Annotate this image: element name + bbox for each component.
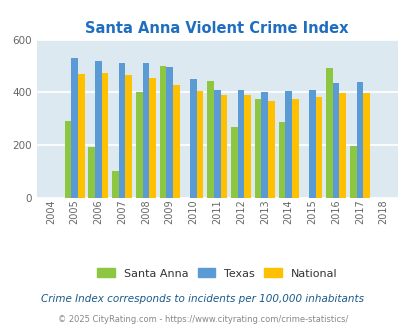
Bar [196,91,203,198]
Bar [101,73,108,198]
Bar [112,171,119,198]
Bar [325,68,332,198]
Bar [356,82,362,198]
Bar [142,63,149,198]
Bar [244,95,250,198]
Bar [339,93,345,198]
Bar [119,63,125,198]
Text: Crime Index corresponds to incidents per 100,000 inhabitants: Crime Index corresponds to incidents per… [41,294,364,304]
Bar [88,147,95,198]
Bar [173,85,179,198]
Bar [349,146,356,198]
Bar [254,99,261,198]
Bar [125,75,132,198]
Bar [166,67,173,198]
Bar [315,97,322,198]
Bar [332,83,339,198]
Bar [64,121,71,198]
Bar [291,99,298,198]
Bar [159,66,166,198]
Legend: Santa Anna, Texas, National: Santa Anna, Texas, National [93,264,341,283]
Bar [230,127,237,198]
Bar [362,93,369,198]
Bar [190,79,196,198]
Bar [136,92,142,198]
Text: © 2025 CityRating.com - https://www.cityrating.com/crime-statistics/: © 2025 CityRating.com - https://www.city… [58,315,347,324]
Bar [149,78,156,198]
Bar [284,91,291,198]
Bar [95,61,101,198]
Bar [308,90,315,198]
Title: Santa Anna Violent Crime Index: Santa Anna Violent Crime Index [85,21,348,36]
Bar [71,58,78,198]
Bar [261,92,267,198]
Bar [220,95,227,198]
Bar [267,101,274,198]
Bar [213,90,220,198]
Bar [237,90,244,198]
Bar [207,81,213,198]
Bar [278,122,284,198]
Bar [78,74,84,198]
